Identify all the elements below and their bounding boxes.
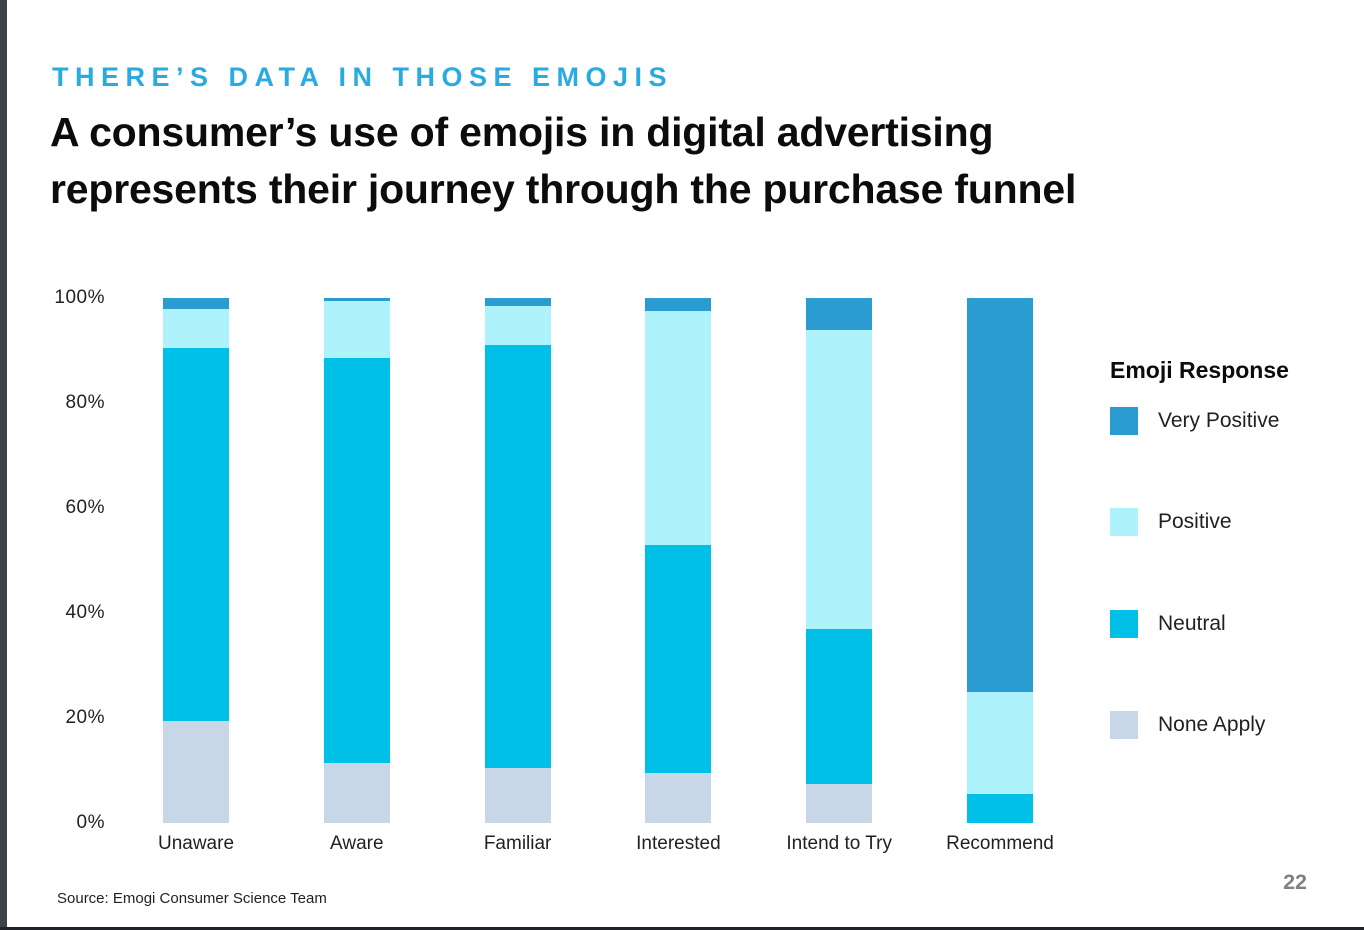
x-axis-label-unaware: Unaware xyxy=(157,833,235,854)
bar-aware xyxy=(323,298,390,823)
legend-label-neutral: Neutral xyxy=(1158,611,1226,635)
segment-positive xyxy=(806,329,873,629)
legend-label-positive: Positive xyxy=(1158,510,1232,534)
segment-positive xyxy=(645,311,712,545)
y-tick-label: 40% xyxy=(65,602,105,623)
legend-title: Emoji Response xyxy=(1110,357,1289,383)
segment-none-apply xyxy=(163,720,229,823)
segment-very-positive xyxy=(967,298,1033,692)
y-tick-label: 20% xyxy=(65,707,105,728)
source-note: Source: Emogi Consumer Science Team xyxy=(57,890,327,907)
segment-positive xyxy=(163,308,229,348)
segment-very-positive xyxy=(484,298,551,306)
segment-neutral xyxy=(323,358,390,763)
window-edge-left xyxy=(0,0,7,930)
legend-swatch-neutral xyxy=(1110,609,1138,638)
segment-none-apply xyxy=(484,767,551,823)
segment-positive xyxy=(967,691,1033,795)
x-axis-label-recommend: Recommend xyxy=(946,833,1054,854)
segment-very-positive xyxy=(323,298,390,301)
legend-label-very-positive: Very Positive xyxy=(1158,409,1280,432)
legend-item-neutral: Neutral xyxy=(1110,609,1226,638)
segment-neutral xyxy=(484,345,551,768)
page-title-line2: represents their journey through the pur… xyxy=(50,166,1077,212)
segment-very-positive xyxy=(806,298,873,330)
segment-very-positive xyxy=(163,298,229,309)
legend-item-none-apply: None Apply xyxy=(1110,710,1266,739)
bar-intend-to-try xyxy=(806,298,873,823)
legend-item-very-positive: Very Positive xyxy=(1110,407,1279,435)
segment-positive xyxy=(323,300,390,359)
bar-unaware xyxy=(163,298,229,823)
segment-none-apply xyxy=(323,762,390,823)
bar-familiar xyxy=(484,298,551,823)
y-tick-label: 100% xyxy=(54,287,105,308)
legend-swatch-very-positive xyxy=(1110,407,1138,435)
x-axis-label-aware: Aware xyxy=(330,833,384,854)
legend: Emoji Response Very Positive Positive Neut… xyxy=(1110,357,1364,777)
x-axis-label-interested: Interested xyxy=(636,833,721,854)
window-edge-bottom xyxy=(0,927,1364,930)
segment-neutral xyxy=(967,794,1033,823)
x-axis-label-familiar: Familiar xyxy=(483,833,552,854)
legend-swatch-none-apply xyxy=(1110,710,1138,739)
y-tick-label: 0% xyxy=(76,812,105,833)
legend-swatch-positive xyxy=(1110,508,1138,537)
segment-positive xyxy=(484,305,551,346)
page-number: 22 xyxy=(1283,870,1307,894)
y-axis: 100% 80% 60% 40% 20% 0% xyxy=(40,287,105,833)
legend-item-positive: Positive xyxy=(1110,508,1232,537)
segment-very-positive xyxy=(645,298,712,312)
segment-neutral xyxy=(163,347,229,721)
bar-interested xyxy=(645,298,712,823)
segment-none-apply xyxy=(645,773,712,823)
y-tick-label: 80% xyxy=(65,392,105,413)
legend-label-none-apply: None Apply xyxy=(1158,712,1266,736)
page-title: A consumer’s use of emojis in digital ad… xyxy=(50,104,1076,218)
bar-recommend xyxy=(967,298,1033,823)
plot-area: Unaware Aware Familiar Interested Intend to … xyxy=(118,298,1063,854)
x-axis-label-intend-to-try: Intend to Try xyxy=(786,833,892,854)
kicker-title: THERE’S DATA IN THOSE EMOJIS xyxy=(52,62,674,92)
segment-neutral xyxy=(806,628,873,784)
y-tick-label: 60% xyxy=(65,497,105,518)
segment-neutral xyxy=(645,544,712,774)
segment-none-apply xyxy=(806,783,873,823)
page-title-line1: A consumer’s use of emojis in digital ad… xyxy=(50,109,994,155)
